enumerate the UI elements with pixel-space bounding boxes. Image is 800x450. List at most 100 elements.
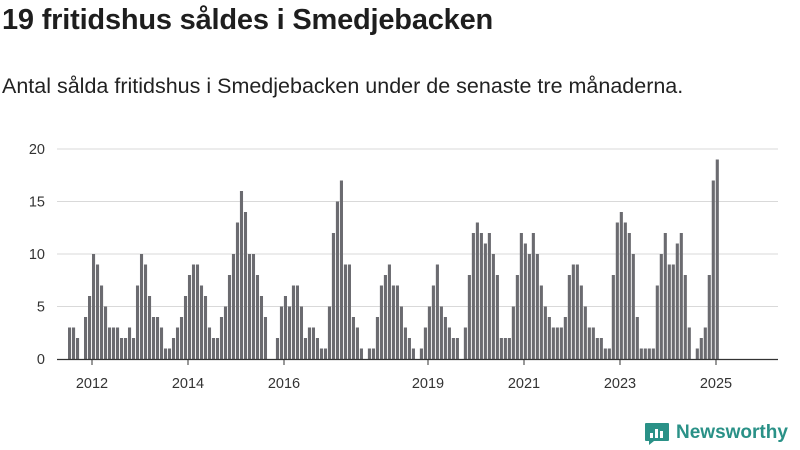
- newsworthy-logo[interactable]: Newsworthy: [644, 419, 788, 447]
- bar: [307, 327, 311, 359]
- bar: [659, 254, 663, 359]
- bar: [643, 348, 647, 359]
- bar: [215, 338, 220, 359]
- bar: [367, 348, 371, 359]
- bar: [663, 233, 667, 359]
- x-tick-label: 2014: [172, 376, 204, 392]
- bar: [191, 264, 196, 359]
- y-tick-label: 5: [37, 300, 45, 316]
- x-tick-label: 2023: [604, 376, 636, 392]
- axes: 0 5 10 15 20 2012 2014 2016 2019 2021 2023 2025 19: [29, 120, 778, 392]
- bar: [283, 296, 288, 359]
- bar: [355, 327, 359, 359]
- bar: [243, 212, 248, 359]
- bar: [515, 275, 519, 359]
- bar: [655, 285, 659, 359]
- bar: [647, 348, 651, 359]
- bar: [323, 348, 327, 359]
- bar: [163, 348, 168, 359]
- bar: [615, 222, 619, 359]
- bar: [195, 264, 200, 359]
- bar: [131, 338, 136, 359]
- bar: [319, 348, 323, 359]
- bar: [139, 254, 144, 359]
- bar: [371, 348, 375, 359]
- bar: [231, 254, 236, 359]
- bar: [103, 306, 108, 359]
- bar: [467, 275, 471, 359]
- bar: [535, 254, 539, 359]
- bar: [623, 222, 627, 359]
- bar: [395, 285, 399, 359]
- bar: [419, 348, 423, 359]
- y-tick-label: 20: [29, 142, 45, 158]
- bar: [187, 275, 192, 359]
- x-tick-label: 2012: [76, 376, 108, 392]
- bar: [611, 275, 615, 359]
- y-tick-label: 0: [37, 352, 45, 368]
- bar: [359, 348, 363, 359]
- bar: [587, 327, 591, 359]
- bar: [579, 285, 583, 359]
- bar: [603, 348, 607, 359]
- bar: [87, 296, 92, 359]
- bar: [475, 222, 479, 359]
- bar: [407, 338, 411, 359]
- bar: [683, 275, 687, 359]
- bar: [651, 348, 655, 359]
- bar: [155, 317, 160, 359]
- bar: [379, 285, 383, 359]
- bar: [227, 275, 232, 359]
- bar: [583, 306, 587, 359]
- bar: [507, 338, 511, 359]
- bar: [495, 275, 499, 359]
- bar: [72, 327, 76, 359]
- bar: [175, 327, 180, 359]
- x-tick-label: 2025: [700, 376, 732, 392]
- bar: [447, 327, 451, 359]
- bar: [527, 254, 531, 359]
- bar: [451, 338, 455, 359]
- bar: [259, 296, 264, 359]
- bar: [171, 338, 176, 359]
- y-tick-label: 15: [29, 195, 45, 211]
- bar: [675, 243, 679, 359]
- bar: [563, 317, 567, 359]
- bar: [111, 327, 116, 359]
- bar: [463, 327, 467, 359]
- bar: [199, 285, 204, 359]
- bar: [263, 317, 268, 359]
- bar: [299, 306, 304, 359]
- bar: [695, 348, 699, 359]
- bar: [427, 306, 431, 359]
- bar: [135, 285, 140, 359]
- bar: [291, 285, 296, 359]
- bar: [375, 317, 379, 359]
- bar: [531, 233, 535, 359]
- bar: [399, 306, 403, 359]
- bar: [311, 327, 315, 359]
- bar: [523, 243, 527, 359]
- bar: [639, 348, 643, 359]
- bar-value-label: 19: [716, 120, 734, 124]
- bar: [183, 296, 188, 359]
- bars: [68, 159, 719, 359]
- bar: [503, 338, 507, 359]
- bar: [403, 327, 407, 359]
- bar: [235, 222, 240, 359]
- bar: [219, 317, 224, 359]
- bar: [471, 233, 475, 359]
- bar: [707, 275, 711, 359]
- bar: [143, 264, 148, 359]
- bar: [499, 338, 503, 359]
- bar: [279, 306, 284, 359]
- bar: [631, 254, 635, 359]
- bar: [687, 327, 691, 359]
- bar: [151, 317, 156, 359]
- bar: [387, 264, 391, 359]
- bar: [511, 306, 515, 359]
- bar: [107, 327, 112, 359]
- bar: [247, 254, 252, 359]
- bar: [287, 306, 292, 359]
- bar: [539, 285, 543, 359]
